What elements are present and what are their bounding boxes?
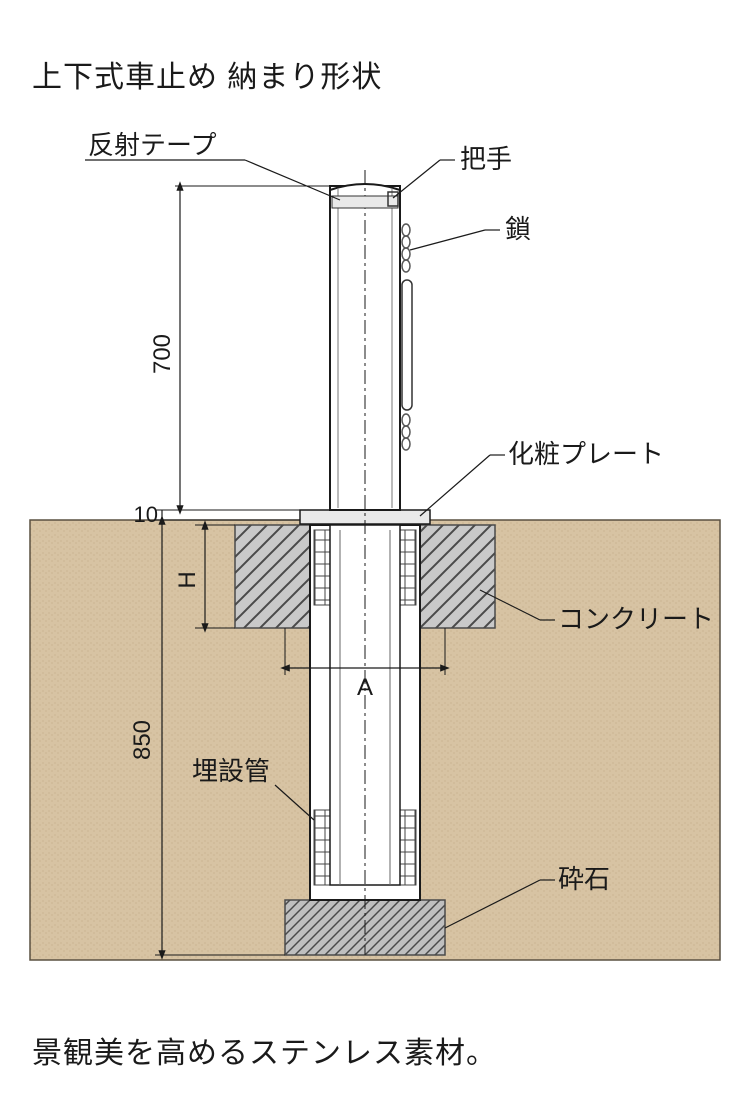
label-handle: 把手 [460,144,512,174]
dim-A-label: A [357,674,373,701]
dim-10-label: 10 [134,502,158,527]
label-decor-plate: 化粧プレート [508,439,664,469]
chain-slot [402,280,412,410]
dim-850-label: 850 [129,720,156,760]
label-crushed-stone: 砕石 [558,864,610,894]
diagram-svg: 700 10 H 850 A 反射テープ 把手 鎖 化粧プレート [0,120,750,1000]
label-chain: 鎖 [505,214,531,244]
label-buried-pipe: 埋設管 [192,756,270,786]
label-reflective-tape: 反射テープ [88,130,216,160]
diagram-subtitle: 景観美を高めるステンレス素材。 [32,1028,497,1072]
page: 上下式車止め 納まり形状 景観美を高めるステンレス素材。 [0,0,750,1097]
dim-700-label: 700 [149,334,176,374]
label-concrete: コンクリート [558,604,714,634]
diagram-title: 上下式車止め 納まり形状 [32,52,382,96]
dim-H-label: H [174,571,201,588]
